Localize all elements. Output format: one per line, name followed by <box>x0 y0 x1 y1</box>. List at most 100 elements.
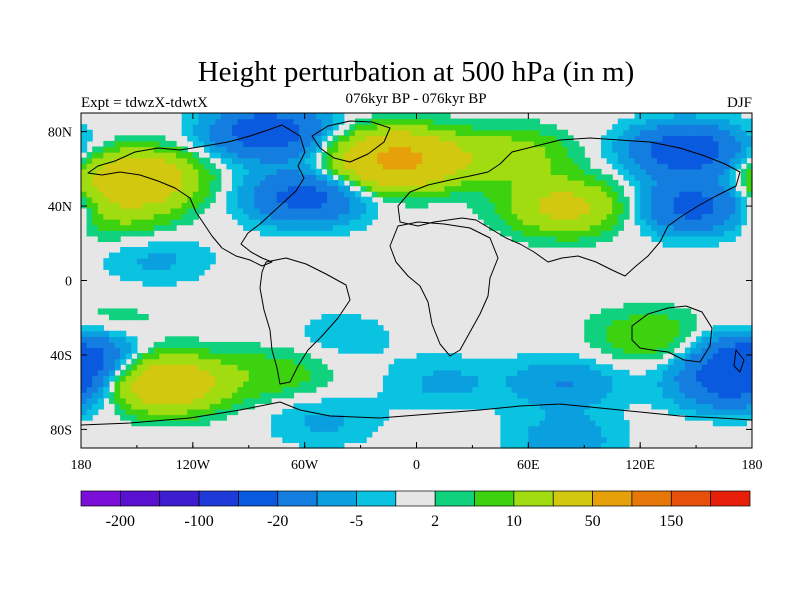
contour-cell <box>668 375 675 382</box>
contour-cell <box>304 436 311 444</box>
contour-cell <box>204 364 211 371</box>
contour-cell <box>92 358 99 365</box>
contour-cell <box>148 168 155 176</box>
contour-cell <box>729 341 736 349</box>
contour-cell <box>684 397 692 404</box>
contour-cell <box>707 230 714 237</box>
contour-cell <box>584 230 591 237</box>
contour-cell <box>712 364 720 371</box>
contour-cell <box>153 392 160 399</box>
contour-cell <box>287 207 295 215</box>
contour-cell <box>539 408 546 416</box>
contour-cell <box>545 174 552 181</box>
contour-cell <box>545 408 552 416</box>
contour-cell <box>394 185 401 192</box>
contour-cell <box>573 408 580 416</box>
contour-cell <box>673 191 680 198</box>
contour-cell <box>304 230 311 237</box>
contour-cell <box>662 364 669 371</box>
contour-cell <box>164 174 172 181</box>
contour-cell <box>645 347 652 354</box>
contour-cell <box>601 347 608 354</box>
contour-cell <box>181 168 188 176</box>
contour-cell <box>589 341 597 349</box>
contour-cell <box>438 168 446 176</box>
contour-cell <box>505 420 513 427</box>
contour-cell <box>259 207 267 215</box>
contour-cell <box>550 235 557 243</box>
contour-cell <box>478 375 485 382</box>
contour-cell <box>332 319 339 326</box>
coastline-antarctica <box>80 401 753 426</box>
contour-cell <box>315 191 323 198</box>
contour-cell <box>601 397 608 404</box>
contour-cell <box>735 146 742 153</box>
contour-cell <box>690 174 697 181</box>
contour-cell <box>125 308 132 315</box>
contour-cell <box>684 408 692 416</box>
contour-cell <box>86 213 93 220</box>
contour-cell <box>528 152 535 159</box>
contour-cell <box>612 369 619 377</box>
contour-cell <box>108 341 116 349</box>
contour-cell <box>248 168 255 176</box>
contour-cell <box>645 185 652 192</box>
contour-cell <box>198 207 205 215</box>
contour-cell <box>505 168 513 176</box>
contour-cell <box>338 202 345 209</box>
contour-cell <box>617 319 624 326</box>
contour-cell <box>606 157 613 164</box>
contour-cell <box>159 185 166 192</box>
contour-cell <box>427 152 434 159</box>
contour-cell <box>433 196 440 203</box>
contour-cell <box>176 274 183 282</box>
contour-cell <box>354 425 362 432</box>
contour-cell <box>265 392 272 399</box>
contour-cell <box>304 330 311 337</box>
x-tick-label: 180 <box>742 458 763 473</box>
contour-cell <box>533 146 541 153</box>
contour-cell <box>148 224 155 231</box>
contour-cell <box>740 325 748 332</box>
contour-cell <box>97 375 104 382</box>
contour-cell <box>438 118 446 125</box>
contour-cell <box>640 224 647 231</box>
x-axis: 180 120W 60W 0 60E 120E 180 <box>71 113 763 473</box>
contour-cell <box>293 146 300 153</box>
contour-cell <box>204 174 211 181</box>
contour-cell <box>321 224 328 231</box>
contour-cell <box>422 157 429 164</box>
contour-cell <box>679 219 686 226</box>
contour-cell <box>645 168 652 176</box>
contour-cell <box>349 219 356 226</box>
contour-cell <box>433 386 440 393</box>
contour-cell <box>662 314 669 321</box>
contour-cell <box>684 174 692 181</box>
contour-cell <box>500 180 507 187</box>
contour-cell <box>293 174 300 181</box>
contour-cell <box>718 168 725 176</box>
contour-cell <box>226 113 233 120</box>
contour-cell <box>136 157 144 164</box>
contour-cell <box>729 196 736 203</box>
contour-cell <box>651 191 658 198</box>
contour-cell <box>494 157 501 164</box>
contour-cell <box>528 386 535 393</box>
contour-cell <box>634 124 641 131</box>
contour-cell <box>578 369 585 377</box>
contour-cell <box>192 113 200 120</box>
contour-cell <box>718 336 725 343</box>
contour-cell <box>656 207 664 215</box>
contour-cell <box>92 157 99 164</box>
contour-cell <box>601 420 608 427</box>
contour-cell <box>299 381 306 388</box>
contour-cell <box>399 124 406 131</box>
contour-cell <box>187 168 194 176</box>
contour-cell <box>617 224 624 231</box>
contour-cell <box>136 224 144 231</box>
contour-cell <box>164 392 172 399</box>
contour-cell <box>198 168 205 176</box>
contour-cell <box>522 353 529 360</box>
contour-cell <box>444 369 451 377</box>
contour-cell <box>142 180 149 187</box>
